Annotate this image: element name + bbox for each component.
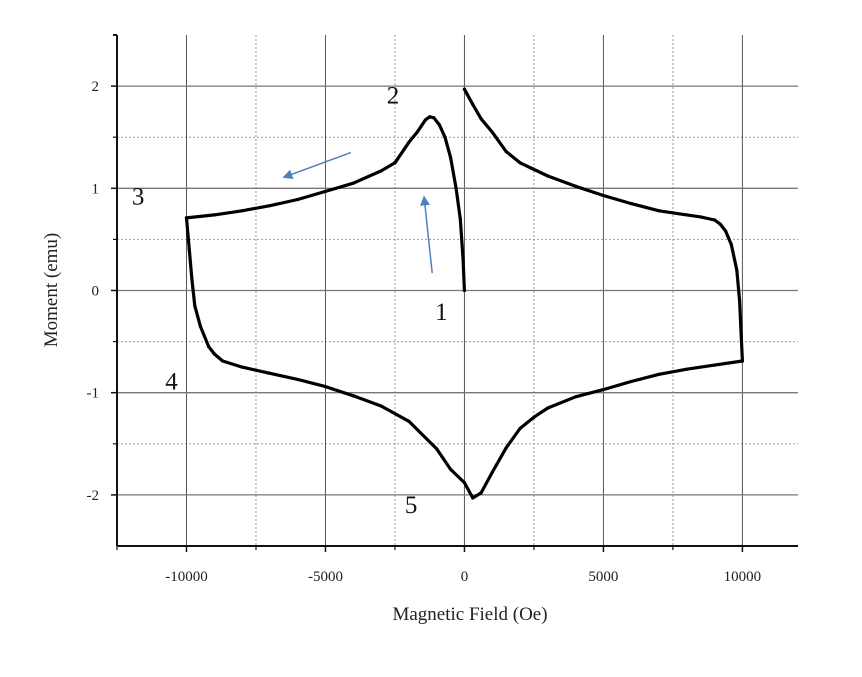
data-point [490, 130, 494, 134]
point-label-1: 1 [435, 299, 448, 326]
data-point [458, 217, 462, 221]
x-tick-label: -5000 [308, 569, 343, 585]
x-tick-label: 0 [461, 569, 469, 585]
data-point [713, 218, 717, 222]
x-axis-title: Magnetic Field (Oe) [392, 604, 547, 625]
data-point [629, 202, 633, 206]
hysteresis-branch-3 [462, 87, 745, 363]
data-point [471, 102, 475, 107]
data-point [657, 372, 661, 376]
data-point [448, 467, 453, 471]
data-point [240, 209, 244, 213]
data-point [518, 161, 522, 165]
y-tick-label: 0 [92, 284, 100, 300]
data-point [437, 123, 442, 127]
axes: -10000 -5000 0 5000 10000 2 1 0 -1 -2 [87, 34, 798, 585]
point-label-4: 4 [165, 368, 178, 395]
data-point [699, 215, 703, 219]
data-point [462, 288, 467, 293]
data-point [212, 213, 216, 217]
x-tick-label: 10000 [724, 569, 762, 585]
data-point [323, 384, 328, 389]
data-point [479, 117, 483, 121]
data-point [221, 359, 225, 363]
data-point [724, 229, 728, 233]
data-point [461, 258, 465, 262]
data-point [601, 193, 606, 198]
data-point [428, 115, 432, 119]
data-point [323, 189, 328, 193]
data-point [379, 404, 383, 408]
data-point [729, 242, 733, 247]
data-point [685, 367, 689, 371]
data-point [351, 181, 355, 185]
data-point [193, 304, 197, 308]
data-point [432, 116, 436, 120]
data-point [490, 470, 494, 475]
data-point [740, 359, 745, 363]
data-point [532, 415, 536, 419]
data-point [713, 363, 717, 367]
series [184, 87, 745, 500]
data-point [207, 345, 211, 349]
annotations: 1 2 3 4 5 [132, 82, 448, 519]
data-point [518, 426, 522, 431]
data-point [184, 216, 189, 220]
data-point [448, 156, 453, 160]
data-point [268, 371, 272, 375]
data-point [454, 186, 458, 190]
point-label-3: 3 [132, 183, 145, 210]
data-point [504, 149, 508, 154]
data-point [574, 395, 578, 399]
data-point [212, 352, 216, 356]
data-point [546, 406, 550, 410]
data-point [190, 278, 194, 282]
direction-arrow [282, 151, 352, 179]
x-tick-label: -10000 [165, 569, 208, 585]
data-point [296, 377, 300, 382]
data-point [393, 161, 397, 165]
data-point [240, 365, 244, 369]
data-point [198, 324, 202, 328]
y-tick-label: -1 [87, 386, 100, 402]
data-point [462, 481, 467, 485]
data-point [462, 87, 467, 91]
data-point [685, 213, 689, 217]
data-point [443, 135, 447, 139]
data-point [465, 92, 469, 96]
point-label-2: 2 [387, 82, 400, 109]
data-point [479, 491, 483, 495]
data-point [629, 379, 633, 384]
data-point [435, 447, 439, 451]
data-point [407, 419, 411, 423]
data-point [738, 299, 742, 303]
y-axis-title: Moment (emu) [41, 233, 62, 348]
x-tick-label: 5000 [588, 569, 618, 585]
data-point [601, 388, 606, 392]
data-point [415, 130, 419, 134]
data-point [379, 169, 383, 173]
data-point [546, 174, 550, 178]
data-point [504, 446, 508, 450]
grid [117, 35, 798, 546]
data-point [718, 222, 722, 226]
data-point [739, 329, 743, 333]
data-point [657, 209, 661, 213]
data-point [735, 268, 739, 272]
y-tick-label: 2 [92, 79, 100, 95]
data-point [574, 184, 578, 188]
data-point [351, 394, 355, 398]
data-point [187, 248, 191, 252]
direction-arrow [420, 195, 433, 274]
y-tick-label: -2 [87, 488, 100, 504]
point-label-5: 5 [405, 492, 418, 519]
data-point [423, 118, 428, 122]
data-point [407, 140, 411, 144]
data-point [268, 204, 272, 208]
y-tick-label: 1 [92, 181, 100, 197]
data-point [471, 496, 475, 500]
data-point [296, 197, 300, 202]
